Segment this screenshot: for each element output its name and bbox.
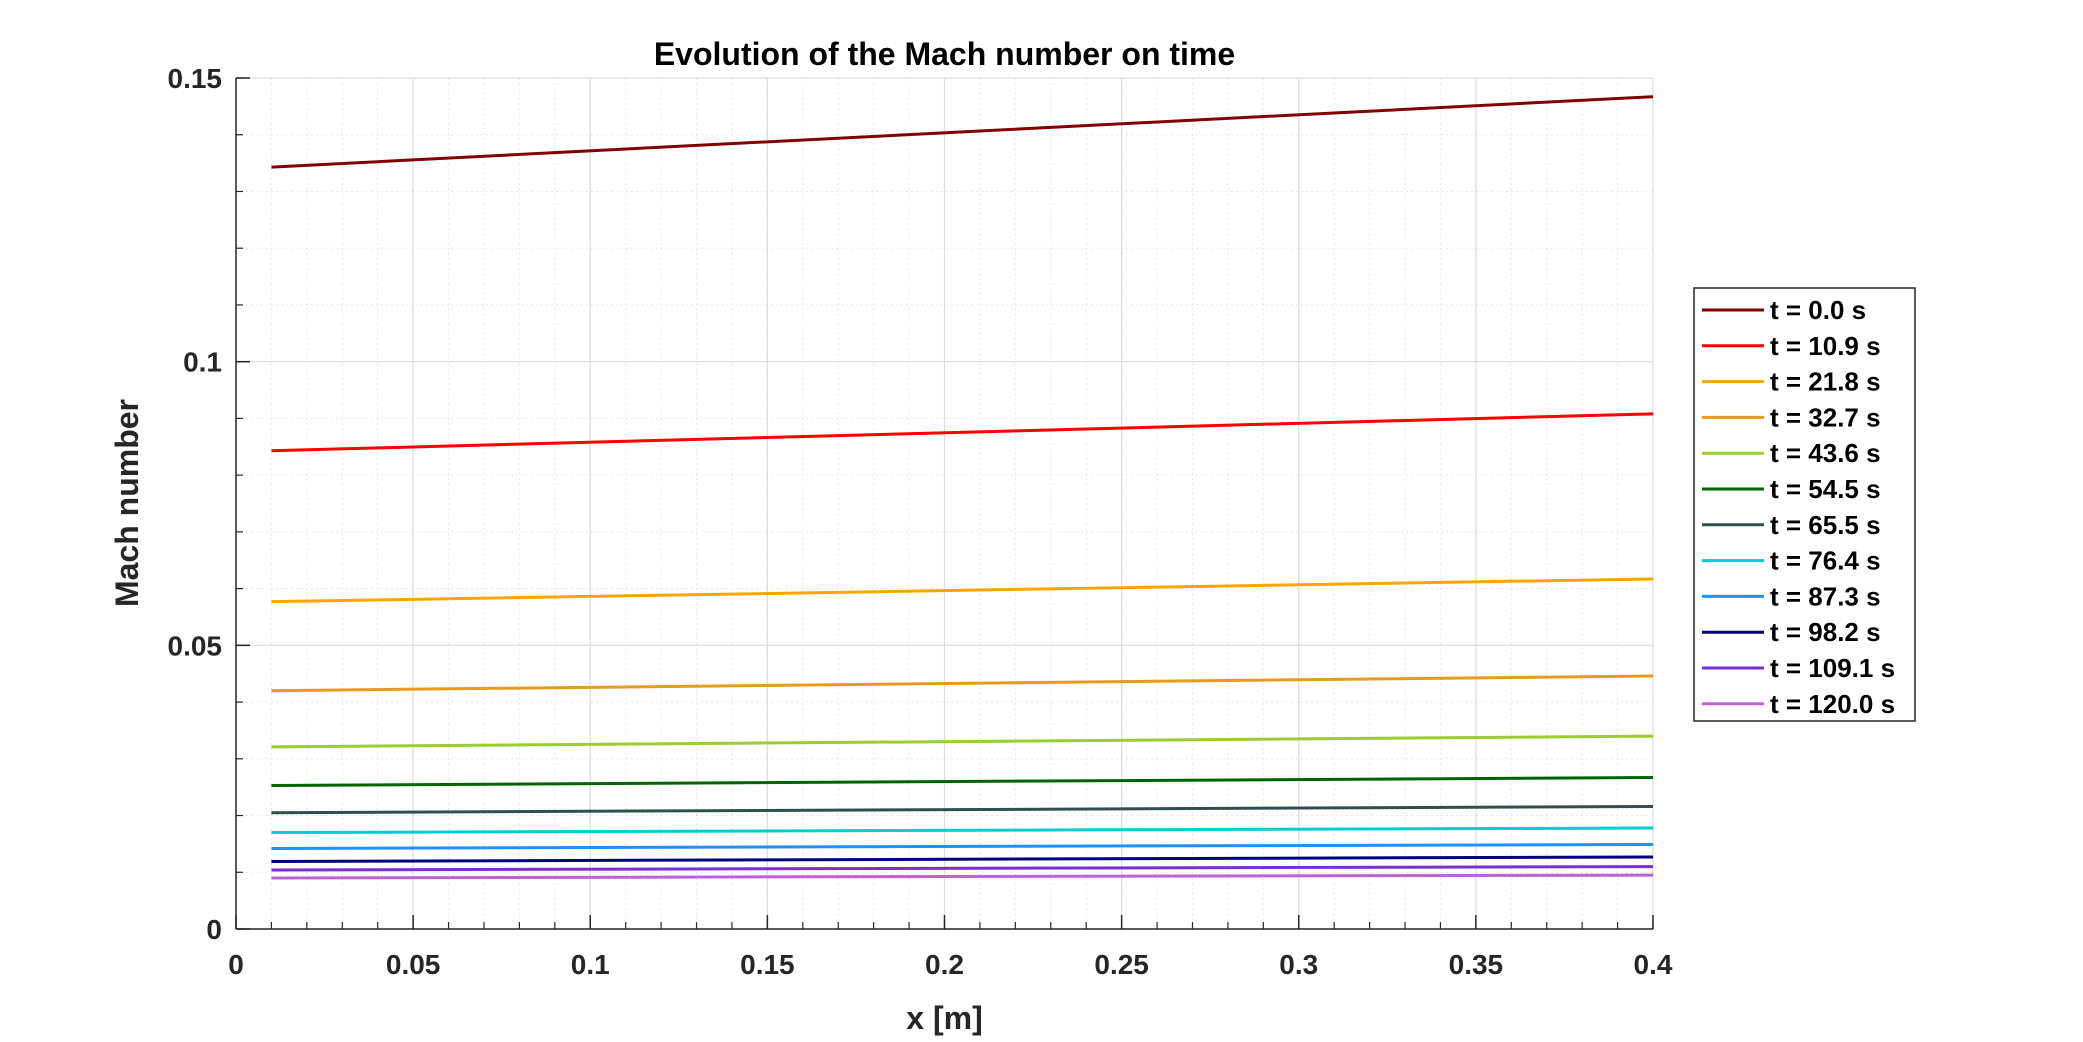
series-line (271, 855, 1654, 863)
series-line (271, 804, 1654, 815)
legend-items: t = 0.0 s t = 10.9 s t = 21.8 s t = 32.7 s t… (1702, 295, 1895, 719)
legend-label: t = 98.2 s (1770, 617, 1881, 647)
legend-label: t = 10.9 s (1770, 331, 1881, 361)
legend-label: t = 54.5 s (1770, 474, 1881, 504)
series-line (271, 776, 1654, 787)
x-tick-label: 0 (228, 949, 244, 980)
legend-label: t = 0.0 s (1770, 295, 1866, 325)
legend-label: t = 120.0 s (1770, 689, 1895, 719)
series-line (271, 865, 1654, 872)
legend-label: t = 76.4 s (1770, 546, 1881, 576)
series-line (271, 842, 1654, 850)
x-tick-label: 0.05 (386, 949, 441, 980)
series-line (271, 577, 1654, 604)
y-tick-label: 0.05 (168, 630, 223, 661)
series-line (271, 734, 1654, 749)
legend-label: t = 21.8 s (1770, 367, 1881, 397)
legend-label: t = 32.7 s (1770, 402, 1881, 432)
y-tick-label: 0.15 (168, 63, 223, 94)
x-tick-label: 0.35 (1449, 949, 1504, 980)
legend-box (1693, 287, 1916, 722)
y-tick-label: 0.1 (183, 347, 222, 378)
x-tick-label: 0.15 (740, 949, 795, 980)
x-tick-label: 0.2 (925, 949, 964, 980)
series-line (271, 412, 1654, 453)
x-tick-label: 0.25 (1094, 949, 1149, 980)
legend-label: t = 65.5 s (1770, 510, 1881, 540)
series-lines (271, 95, 1654, 880)
y-axis-label: Mach number (109, 399, 145, 607)
legend: t = 0.0 s t = 10.9 s t = 21.8 s t = 32.7 s t… (1693, 287, 1916, 722)
x-tick-label: 0.4 (1634, 949, 1673, 980)
x-tick-label: 0.1 (571, 949, 610, 980)
x-tick-label: 0.3 (1279, 949, 1318, 980)
chart-title: Evolution of the Mach number on time (654, 36, 1235, 72)
legend-label: t = 109.1 s (1770, 653, 1895, 683)
tick-labels: 0 0.05 0.1 0.15 0.2 0.25 0.3 0.35 0.4 0 0.05 0.1 0.1… (168, 63, 1673, 980)
series-line (271, 95, 1654, 169)
x-axis-label: x [m] (906, 1000, 982, 1036)
legend-label: t = 43.6 s (1770, 438, 1881, 468)
series-line (271, 674, 1654, 693)
series-line (271, 873, 1654, 880)
legend-label: t = 87.3 s (1770, 581, 1881, 611)
axes (235, 77, 1654, 930)
series-line (271, 826, 1654, 835)
y-tick-label: 0 (206, 914, 222, 945)
